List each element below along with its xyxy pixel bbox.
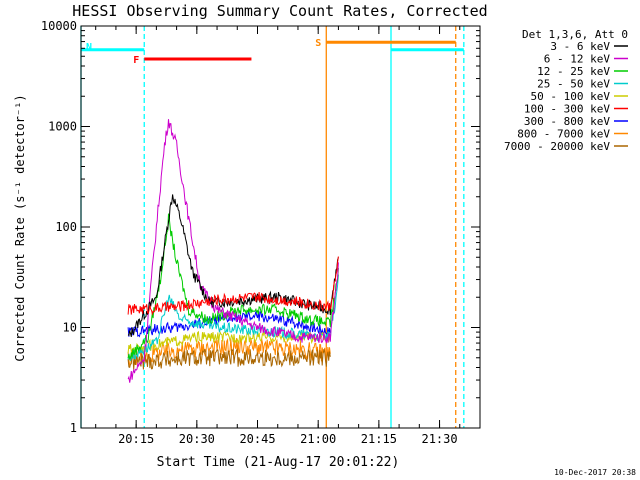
series-line xyxy=(127,213,339,361)
x-axis: 20:15 20:30 20:45 21:00 21:15 21:30 xyxy=(95,26,481,446)
y-tick-label: 1 xyxy=(70,421,77,435)
saa-bar-label: S xyxy=(315,38,321,49)
annotation-layer: N F S xyxy=(80,26,465,428)
x-axis-label: Start Time (21-Aug-17 20:01:22) xyxy=(157,455,400,470)
chart-title: HESSI Observing Summary Count Rates, Cor… xyxy=(72,2,487,20)
legend-label: 25 - 50 keV xyxy=(537,78,610,91)
legend-label: 100 - 300 keV xyxy=(524,103,610,116)
y-tick-label: 1000 xyxy=(48,120,77,134)
series-line xyxy=(127,347,331,370)
x-tick-label: 20:30 xyxy=(179,432,215,446)
legend-label: 50 - 100 keV xyxy=(531,90,611,103)
y-axis-label: Corrected Count Rate (s⁻¹ detector⁻¹) xyxy=(13,94,27,361)
legend-title: Det 1,3,6, Att 0 xyxy=(522,28,628,41)
legend-label: 300 - 800 keV xyxy=(524,115,610,128)
series-line xyxy=(127,119,339,383)
y-tick-label: 100 xyxy=(55,220,77,234)
legend-label: 7000 - 20000 keV xyxy=(504,140,610,153)
legend-label: 3 - 6 keV xyxy=(550,40,610,53)
flare-bar-label: F xyxy=(133,55,139,66)
x-tick-label: 21:00 xyxy=(300,432,336,446)
footer-timestamp: 10-Dec-2017 20:38 xyxy=(554,468,636,477)
legend-label: 6 - 12 keV xyxy=(544,53,611,66)
y-tick-label: 10000 xyxy=(41,19,77,33)
series-line xyxy=(127,309,331,338)
y-axis: 1 10 100 1000 10000 xyxy=(41,19,480,435)
night-bar-label: N xyxy=(86,42,92,53)
x-tick-label: 20:45 xyxy=(239,432,275,446)
x-tick-label: 21:15 xyxy=(361,432,397,446)
x-tick-label: 21:30 xyxy=(421,432,457,446)
series-line xyxy=(127,194,339,338)
series-line xyxy=(127,274,339,361)
x-tick-label: 20:15 xyxy=(118,432,154,446)
legend-label: 12 - 25 keV xyxy=(537,65,610,78)
y-tick-label: 10 xyxy=(63,321,77,335)
series-layer xyxy=(127,119,339,383)
plot-frame xyxy=(80,25,481,429)
legend-label: 800 - 7000 keV xyxy=(517,128,610,141)
series-line xyxy=(127,256,339,316)
